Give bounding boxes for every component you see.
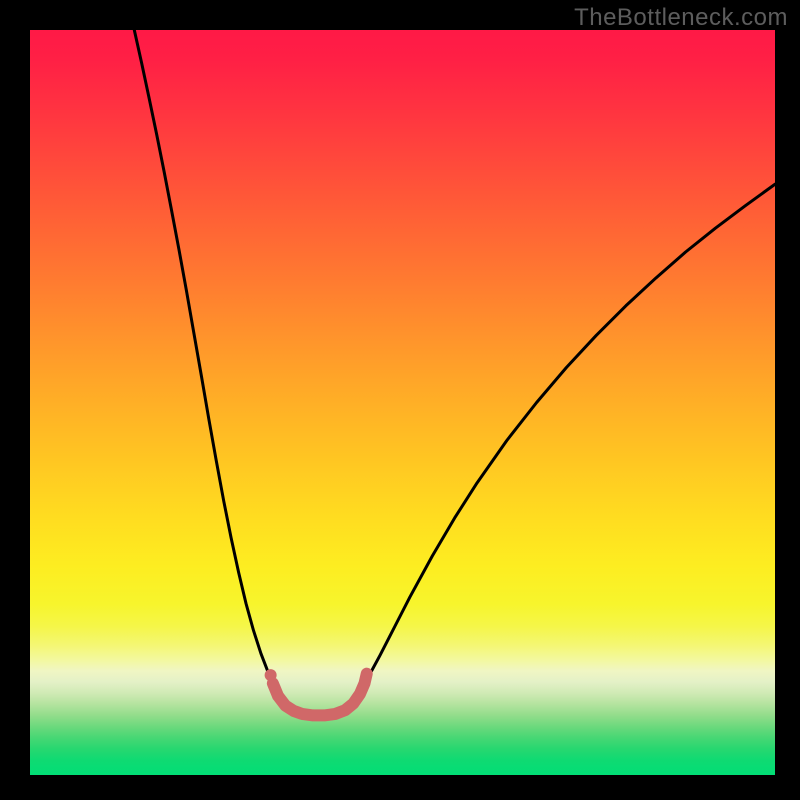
gradient-background xyxy=(30,30,775,775)
watermark-text: TheBottleneck.com xyxy=(574,4,788,32)
canvas: TheBottleneck.com xyxy=(0,0,800,800)
plot-svg xyxy=(30,30,775,775)
plot-frame xyxy=(30,30,775,775)
